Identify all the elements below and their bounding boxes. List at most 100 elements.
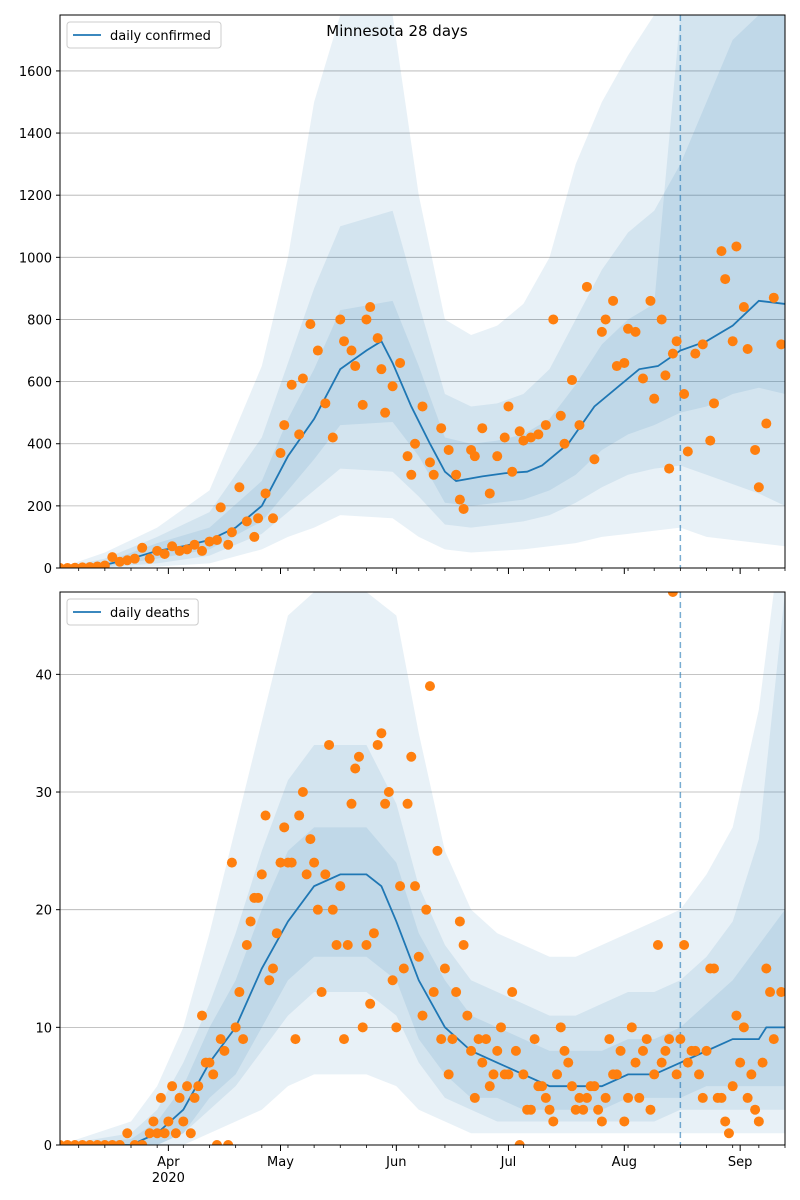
data-point: [226, 527, 237, 538]
data-point: [144, 553, 155, 564]
data-point: [159, 549, 170, 560]
data-point: [361, 314, 372, 325]
y-tick-label: 1200: [19, 189, 52, 204]
data-point: [454, 494, 465, 505]
data-point: [275, 857, 286, 868]
data-point: [238, 1034, 249, 1045]
data-point: [424, 681, 435, 692]
data-point: [339, 336, 350, 347]
data-point: [421, 904, 432, 915]
data-point: [208, 1069, 219, 1080]
x-tick-label: Apr: [157, 1155, 180, 1170]
data-point: [533, 429, 544, 440]
data-point: [514, 1140, 525, 1145]
data-point: [626, 1022, 637, 1033]
legend-label: daily deaths: [110, 606, 190, 621]
data-point: [581, 1092, 592, 1103]
data-point: [406, 469, 417, 480]
data-point: [750, 1104, 761, 1115]
uncertainty-band-outer: [60, 592, 785, 1145]
data-point: [197, 545, 208, 556]
data-point: [436, 423, 447, 434]
data-point: [350, 361, 361, 372]
data-point: [320, 869, 331, 880]
data-point: [268, 963, 279, 974]
data-point: [350, 763, 361, 774]
data-point: [241, 516, 252, 527]
data-point: [481, 1034, 492, 1045]
x-tick-label: Sep: [728, 1155, 753, 1170]
data-point: [424, 457, 435, 468]
data-point: [398, 963, 409, 974]
data-point: [548, 1116, 559, 1127]
data-point: [660, 1045, 671, 1056]
confirmed-panel: 0 200 400 600 800 1000 1200 1400 1600 daily confi…: [19, 14, 786, 577]
data-point: [761, 418, 772, 429]
data-point: [380, 407, 391, 418]
data-point: [174, 545, 185, 556]
data-point: [241, 939, 252, 950]
data-point: [641, 1034, 652, 1045]
data-point: [611, 1069, 622, 1080]
data-point: [77, 1140, 88, 1145]
data-point: [290, 1034, 301, 1045]
data-point: [462, 1010, 473, 1021]
data-point: [309, 857, 320, 868]
data-point: [469, 451, 480, 462]
data-point: [753, 482, 764, 493]
data-point: [391, 1022, 402, 1033]
data-point: [260, 488, 271, 499]
legend: daily confirmed: [66, 21, 222, 49]
data-point: [320, 398, 331, 409]
data-point: [559, 1045, 570, 1056]
data-point: [219, 1045, 230, 1056]
data-point: [137, 542, 148, 553]
data-point: [566, 375, 577, 386]
data-point: [507, 466, 518, 477]
y-tick-label: 600: [27, 376, 52, 391]
data-point: [170, 1128, 181, 1139]
data-point: [477, 1057, 488, 1068]
data-point: [451, 987, 462, 998]
data-point: [552, 1069, 563, 1080]
data-point: [544, 1104, 555, 1115]
data-point: [604, 1034, 615, 1045]
data-point: [211, 1140, 222, 1145]
data-point: [223, 1140, 234, 1145]
data-point: [589, 454, 600, 465]
data-point: [525, 432, 536, 443]
data-point: [548, 314, 559, 325]
data-point: [182, 1081, 193, 1092]
data-point: [570, 1104, 581, 1115]
data-point: [660, 370, 671, 381]
data-point: [387, 381, 398, 392]
data-point: [129, 553, 140, 564]
data-point: [327, 904, 338, 915]
data-point: [155, 1092, 166, 1103]
data-point: [167, 1081, 178, 1092]
data-point: [608, 295, 619, 306]
data-point: [768, 1034, 779, 1045]
data-point: [99, 560, 110, 568]
data-point: [114, 1140, 125, 1145]
data-point: [376, 364, 387, 375]
data-point: [402, 798, 413, 809]
data-point: [178, 1116, 189, 1127]
figure-title: Minnesota 28 days: [326, 22, 468, 40]
data-point: [380, 798, 391, 809]
data-point: [163, 1116, 174, 1127]
data-point: [559, 438, 570, 449]
data-point: [671, 336, 682, 347]
data-point: [413, 951, 424, 962]
data-point: [537, 1081, 548, 1092]
data-point: [383, 787, 394, 798]
data-point: [148, 1116, 159, 1127]
data-point: [215, 1034, 226, 1045]
data-point: [451, 469, 462, 480]
y-tick-label: 200: [27, 500, 52, 515]
data-point: [727, 336, 738, 347]
data-point: [623, 323, 634, 334]
data-point: [406, 751, 417, 762]
